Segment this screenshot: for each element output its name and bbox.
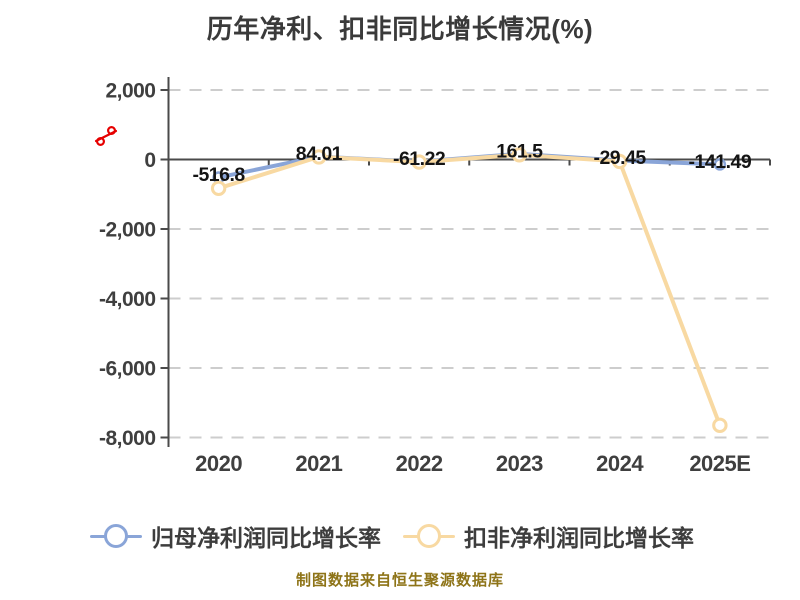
chart-title: 历年净利、扣非同比增长情况(%) [206, 14, 594, 44]
y-axis-tick-label: 2,000 [105, 80, 155, 103]
data-point-label: 161.5 [496, 140, 543, 162]
series-line-1[interactable] [216, 152, 722, 428]
data-point[interactable] [411, 154, 427, 170]
data-point[interactable] [511, 147, 528, 163]
data-point[interactable] [712, 417, 728, 434]
legend: 归母净利润同比增长率 扣非净利润同比增长率 [90, 519, 694, 553]
data-point-label: -61.22 [393, 148, 446, 170]
x-axis-label-2025E: 2025E [689, 451, 750, 476]
data-point-label: -141.49 [689, 151, 752, 173]
plot-area: 2,000 0 -2,000 -4,000 -6,000 -8,000 -516.8 84.0… [94, 77, 771, 476]
data-point-label: 84.01 [296, 143, 343, 165]
x-axis-label-2021: 2021 [295, 451, 342, 476]
y-axis-tick-label: -6,000 [99, 358, 156, 381]
x-axis-label-2023: 2023 [496, 451, 543, 476]
legend-marker-yellow [403, 522, 455, 550]
x-axis-label-2020: 2020 [195, 451, 242, 476]
legend-label-net-profit-growth: 归母净利润同比增长率 [151, 525, 381, 551]
y-axis-tick-label: -8,000 [99, 427, 156, 450]
data-point[interactable] [611, 153, 628, 170]
data-source-note: 制图数据来自恒生聚源数据库 [295, 572, 504, 589]
data-point[interactable] [311, 149, 327, 165]
legend-item-deducted-profit-growth[interactable]: 扣非净利润同比增长率 [403, 519, 694, 553]
legend-item-net-profit-growth[interactable]: 归母净利润同比增长率 [90, 519, 381, 553]
data-point-label: -29.45 [593, 147, 646, 169]
data-point[interactable] [210, 180, 227, 197]
data-point-label: -516.8 [192, 164, 245, 186]
y-axis-tick-label: 0 [144, 149, 155, 172]
y-axis-unit-percent [94, 125, 118, 147]
x-axis-label-2022: 2022 [396, 451, 443, 476]
legend-label-deducted-profit-growth: 扣非净利润同比增长率 [464, 525, 694, 551]
legend-marker-blue [90, 522, 142, 550]
x-axis-label-2024: 2024 [596, 451, 644, 476]
y-axis-tick-label: -2,000 [99, 219, 156, 242]
y-axis-tick-label: -4,000 [99, 288, 156, 311]
data-point[interactable] [713, 158, 727, 171]
